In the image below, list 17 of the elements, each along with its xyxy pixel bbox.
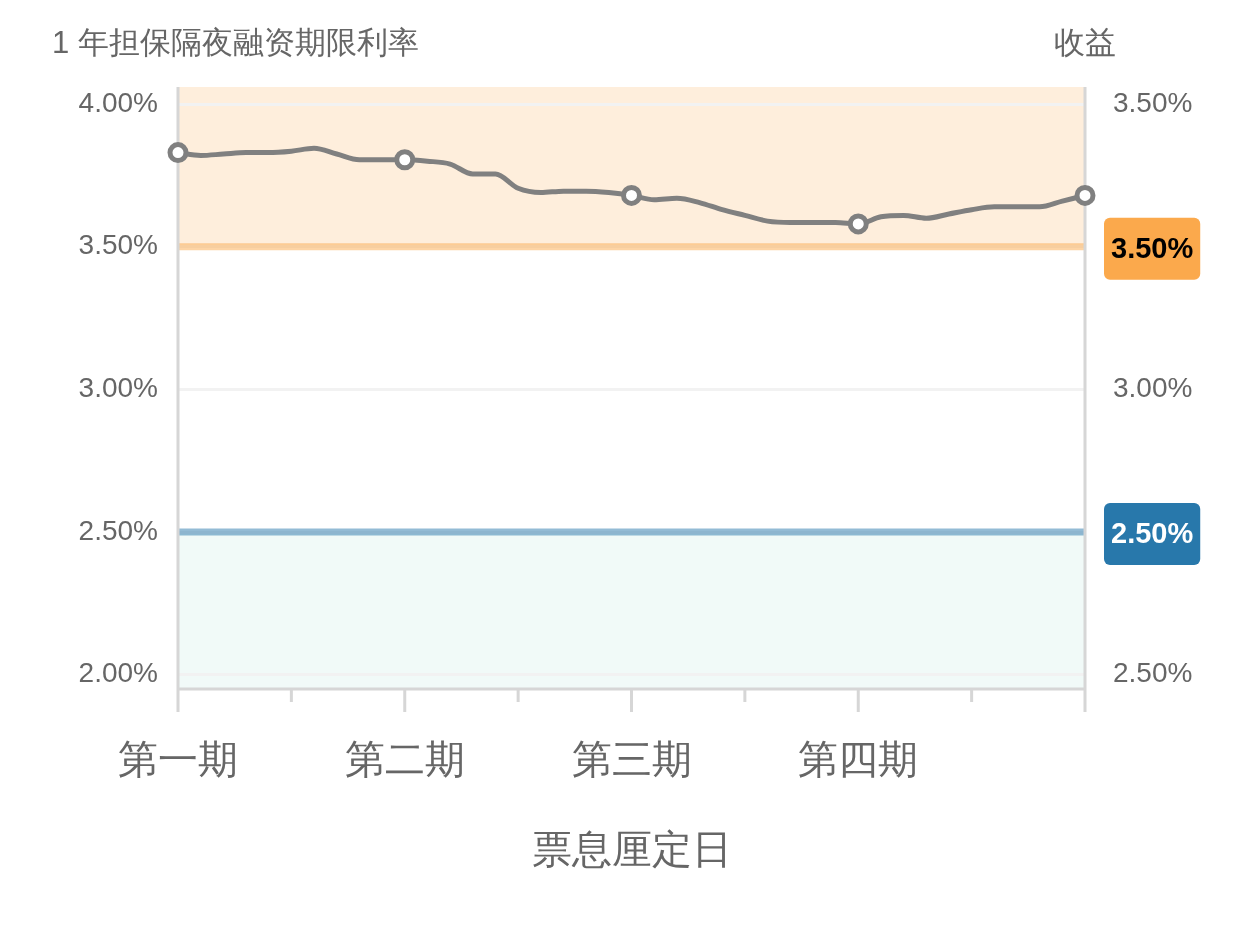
ref-line-label: 2.50% [1111,517,1194,550]
y-tick-label: 3.50% [78,229,158,261]
x-tick-label: 第三期 [571,737,692,782]
x-tick-label: 第二期 [344,737,465,782]
y2-tick-label: 2.50% [1113,657,1193,689]
y2-tick-label: 3.50% [1113,86,1193,118]
y2-axis-title: 收益 [1054,24,1116,60]
x-tick-label: 第四期 [798,737,919,782]
y2-tick-label: 3.00% [1113,372,1193,404]
y-tick-label: 2.50% [78,514,158,546]
x-axis-title: 票息厘定日 [531,827,732,872]
y-tick-label: 2.00% [78,657,158,689]
y-tick-label: 4.00% [78,86,158,118]
x-tick-label: 第一期 [118,737,238,782]
ref-line-label: 3.50% [1111,231,1194,264]
y-axis-title: 1 年担保隔夜融资期限利率 [52,24,419,60]
y-tick-label: 3.00% [78,372,158,404]
